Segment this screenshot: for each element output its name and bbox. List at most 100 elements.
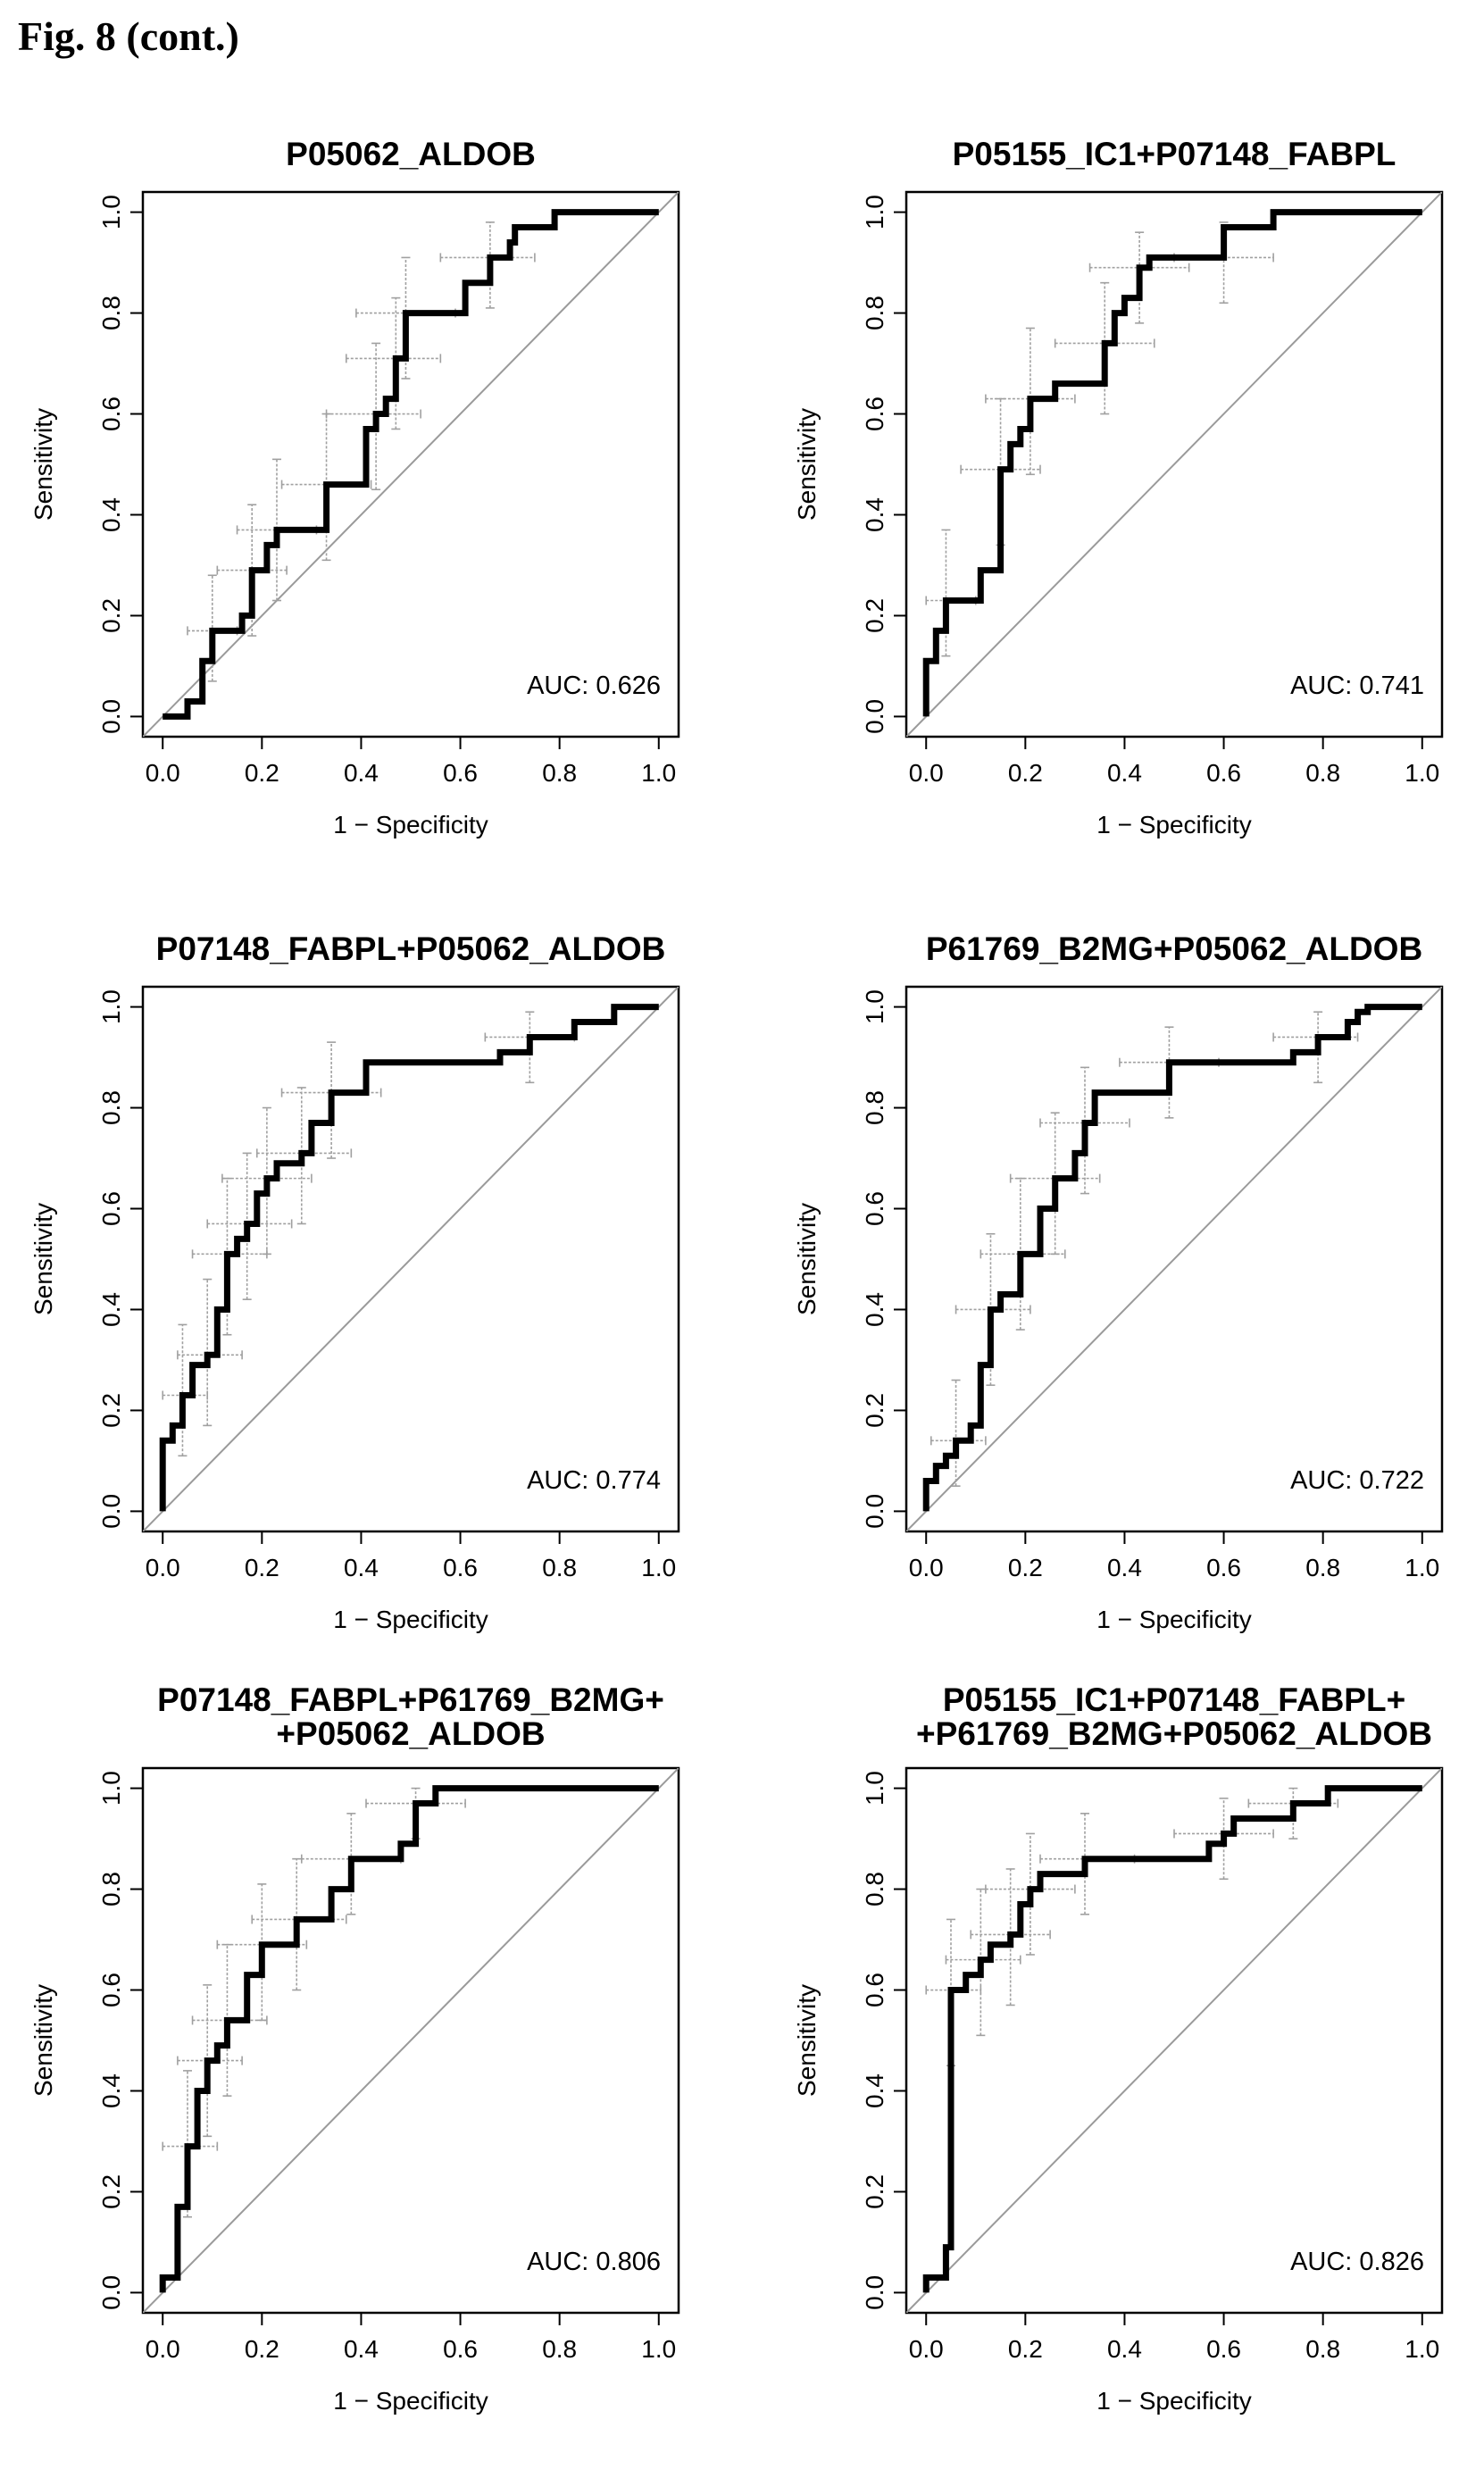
y-tick-label: 1.0 — [97, 989, 125, 1024]
y-axis-label: Sensitivity — [793, 408, 821, 521]
roc-curve — [163, 209, 659, 720]
plot-frame — [905, 985, 1444, 1533]
x-tick-label: 0.0 — [146, 759, 180, 787]
x-tick-label: 0.8 — [1305, 2335, 1340, 2363]
x-tick-label: 0.8 — [542, 1554, 577, 1581]
x-tick-label: 0.8 — [542, 759, 577, 787]
x-tick-label: 0.4 — [344, 2335, 379, 2363]
y-tick-label: 0.6 — [861, 396, 888, 431]
y-tick-label: 0.8 — [97, 296, 125, 330]
x-tick-label: 0.4 — [344, 1554, 379, 1581]
chart-title: P07148_FABPL+P05062_ALDOB — [156, 930, 666, 967]
chart-title: P05062_ALDOB — [286, 136, 536, 172]
x-tick-label: 0.8 — [1305, 759, 1340, 787]
y-tick-label: 0.8 — [97, 1872, 125, 1906]
plot-area — [143, 987, 679, 1531]
x-axis-label: 1 − Specificity — [1096, 2387, 1252, 2415]
y-axis-label: Sensitivity — [29, 1203, 57, 1315]
x-axis-label: 1 − Specificity — [333, 811, 488, 839]
roc-curve — [922, 209, 1422, 717]
y-tick-label: 0.0 — [861, 2275, 888, 2310]
auc-label: AUC: 0.826 — [1290, 2248, 1424, 2276]
ci-marker — [439, 221, 536, 309]
y-axis-label: Sensitivity — [29, 408, 57, 521]
x-axis-label: 1 − Specificity — [333, 1606, 488, 1633]
x-tick-label: 0.0 — [909, 1554, 944, 1581]
y-tick-label: 0.8 — [97, 1090, 125, 1125]
x-tick-label: 0.2 — [1008, 1554, 1043, 1581]
reference-line — [906, 987, 1442, 1531]
y-tick-label: 0.6 — [97, 396, 125, 431]
roc-panel: P07148_FABPL+P61769_B2MG++P05062_ALDOB 0.… — [29, 1681, 680, 2415]
y-tick-label: 0.2 — [97, 1393, 125, 1428]
x-tick-label: 0.2 — [1008, 759, 1043, 787]
y-tick-label: 0.4 — [861, 497, 888, 532]
x-tick-label: 0.0 — [146, 1554, 180, 1581]
plot-area — [906, 192, 1442, 737]
x-tick-label: 0.4 — [1107, 2335, 1142, 2363]
x-tick-label: 1.0 — [1405, 1554, 1439, 1581]
x-tick-label: 0.8 — [542, 2335, 577, 2363]
y-tick-label: 0.2 — [97, 2174, 125, 2209]
y-tick-label: 0.2 — [861, 598, 888, 633]
plot-frame — [141, 985, 680, 1533]
reference-line — [906, 1768, 1442, 2313]
x-tick-label: 0.6 — [443, 1554, 478, 1581]
y-tick-label: 1.0 — [861, 989, 888, 1024]
roc-panel: P07148_FABPL+P05062_ALDOB 0.0 0.2 0.4 0.6 0.8… — [29, 930, 680, 1633]
x-tick-label: 0.2 — [245, 2335, 279, 2363]
ci-marker — [930, 1379, 987, 1487]
y-tick-label: 0.6 — [97, 1973, 125, 2007]
auc-label: AUC: 0.774 — [527, 1466, 661, 1495]
y-tick-label: 0.4 — [97, 497, 125, 532]
y-tick-label: 0.8 — [861, 1090, 888, 1125]
x-tick-label: 0.4 — [1107, 759, 1142, 787]
y-tick-label: 0.0 — [97, 1494, 125, 1529]
plot-area — [143, 192, 679, 737]
roc-panel: P05062_ALDOB 0.0 0.2 0.4 0.6 0.8 1.0 0.0 0.2 0.4 0… — [29, 136, 680, 839]
x-tick-label: 0.2 — [245, 1554, 279, 1581]
y-tick-label: 0.4 — [861, 1292, 888, 1327]
x-tick-label: 0.6 — [443, 759, 478, 787]
x-tick-label: 1.0 — [641, 759, 676, 787]
y-tick-label: 0.4 — [97, 1292, 125, 1327]
roc-panel: P61769_B2MG+P05062_ALDOB 0.0 0.2 0.4 0.6 0.8 1… — [793, 930, 1444, 1633]
x-tick-label: 0.0 — [909, 759, 944, 787]
x-tick-label: 0.8 — [1305, 1554, 1340, 1581]
plot-area — [906, 1768, 1442, 2313]
y-tick-label: 0.0 — [861, 1494, 888, 1529]
ci-marker — [162, 1323, 209, 1457]
y-tick-label: 0.8 — [861, 296, 888, 330]
x-tick-label: 0.0 — [146, 2335, 180, 2363]
chart-title: P05155_IC1+P07148_FABPL — [953, 136, 1396, 172]
y-tick-label: 0.8 — [861, 1872, 888, 1906]
x-axis-label: 1 − Specificity — [1096, 1606, 1252, 1633]
auc-label: AUC: 0.741 — [1290, 672, 1424, 700]
x-tick-label: 1.0 — [641, 2335, 676, 2363]
ci-marker — [216, 504, 288, 637]
auc-label: AUC: 0.722 — [1290, 1466, 1424, 1495]
x-tick-label: 0.2 — [245, 759, 279, 787]
plot-frame — [141, 190, 680, 738]
x-tick-label: 1.0 — [1405, 2335, 1439, 2363]
plot-frame — [141, 1766, 680, 2315]
x-tick-label: 0.6 — [1206, 2335, 1241, 2363]
y-tick-label: 0.4 — [97, 2073, 125, 2108]
reference-line — [143, 1768, 679, 2313]
x-tick-label: 0.6 — [1206, 1554, 1241, 1581]
x-tick-label: 0.6 — [1206, 759, 1241, 787]
roc-curve — [159, 1004, 659, 1512]
reference-line — [906, 192, 1442, 737]
x-tick-label: 0.0 — [909, 2335, 944, 2363]
plot-area — [143, 1768, 679, 2313]
y-tick-label: 0.2 — [861, 1393, 888, 1428]
plot-area — [906, 987, 1442, 1531]
y-tick-label: 0.0 — [861, 699, 888, 734]
x-tick-label: 0.2 — [1008, 2335, 1043, 2363]
chart-title: +P61769_B2MG+P05062_ALDOB — [916, 1715, 1432, 1752]
y-tick-label: 0.0 — [97, 699, 125, 734]
y-axis-label: Sensitivity — [793, 1984, 821, 2097]
x-tick-label: 0.4 — [1107, 1554, 1142, 1581]
x-axis-label: 1 − Specificity — [333, 2387, 488, 2415]
reference-line — [143, 987, 679, 1531]
